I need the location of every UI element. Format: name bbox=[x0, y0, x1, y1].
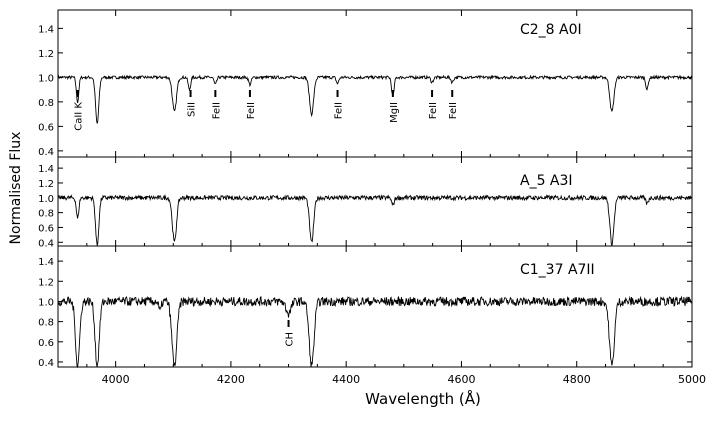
spectrum-panel: 0.4 0.6 0.8 1.0 1.2 1.4 C1_37 A7II CH bbox=[38, 245, 693, 369]
y-tick-label: 1.2 bbox=[38, 179, 54, 190]
panels-group: 0.4 0.6 0.8 1.0 1.2 1.4 C2_8 A0I CaII K SiII FeII… bbox=[38, 9, 693, 369]
line-annotation: FeII bbox=[334, 102, 345, 119]
y-tick-label: 0.6 bbox=[38, 122, 54, 133]
x-tick-label: 4000 bbox=[102, 373, 130, 386]
spectrum-line bbox=[57, 295, 693, 369]
y-tick-label: 1.4 bbox=[38, 24, 54, 35]
x-axis: 4000 4200 4400 4600 4800 5000 bbox=[102, 373, 706, 386]
panel-label: C1_37 A7II bbox=[520, 262, 595, 278]
x-tick-label: 4200 bbox=[217, 373, 245, 386]
x-tick-label: 4400 bbox=[332, 373, 360, 386]
y-tick-label: 0.4 bbox=[38, 238, 54, 249]
panel-frame bbox=[57, 9, 693, 158]
line-annotation: FeII bbox=[211, 102, 222, 119]
line-annotation: SiII bbox=[187, 102, 198, 117]
panel-frame bbox=[57, 156, 693, 247]
line-annotation: CaII K bbox=[74, 102, 85, 131]
y-tick-label: 1.4 bbox=[38, 164, 54, 175]
y-tick-label: 0.8 bbox=[38, 209, 54, 220]
y-tick-label: 1.2 bbox=[38, 49, 54, 60]
y-tick-label: 1.0 bbox=[38, 194, 54, 205]
spectrum-panel: 0.4 0.6 0.8 1.0 1.2 1.4 A_5 A3I bbox=[38, 156, 693, 249]
y-tick-label: 0.6 bbox=[38, 338, 54, 349]
panel-label: A_5 A3I bbox=[520, 173, 573, 189]
y-tick-label: 1.0 bbox=[38, 73, 54, 84]
line-annotation: FeII bbox=[448, 102, 459, 119]
line-annotation: MgII bbox=[389, 102, 400, 123]
x-tick-label: 4800 bbox=[563, 373, 591, 386]
y-tick-label: 1.2 bbox=[38, 277, 54, 288]
y-tick-label: 1.4 bbox=[38, 257, 54, 268]
panel-frame bbox=[57, 245, 693, 368]
y-tick-label: 0.8 bbox=[38, 318, 54, 329]
y-tick-label: 1.0 bbox=[38, 297, 54, 308]
line-annotation: FeII bbox=[428, 102, 439, 119]
y-axis-label: Normalised Flux bbox=[8, 132, 24, 245]
y-tick-label: 0.4 bbox=[38, 147, 54, 158]
spectrum-panel: 0.4 0.6 0.8 1.0 1.2 1.4 C2_8 A0I CaII K SiII FeII… bbox=[38, 9, 693, 158]
spectrum-line bbox=[57, 194, 693, 247]
y-tick-label: 0.4 bbox=[38, 358, 54, 369]
y-tick-label: 0.6 bbox=[38, 223, 54, 234]
panel-label: C2_8 A0I bbox=[520, 22, 582, 38]
spectrum-line bbox=[57, 74, 693, 124]
line-annotation: CH bbox=[285, 332, 296, 347]
line-annotation: FeII bbox=[246, 102, 257, 119]
x-tick-label: 4600 bbox=[447, 373, 475, 386]
x-axis-label: Wavelength (Å) bbox=[365, 389, 481, 408]
y-tick-label: 0.8 bbox=[38, 98, 54, 109]
x-tick-label: 5000 bbox=[678, 373, 706, 386]
